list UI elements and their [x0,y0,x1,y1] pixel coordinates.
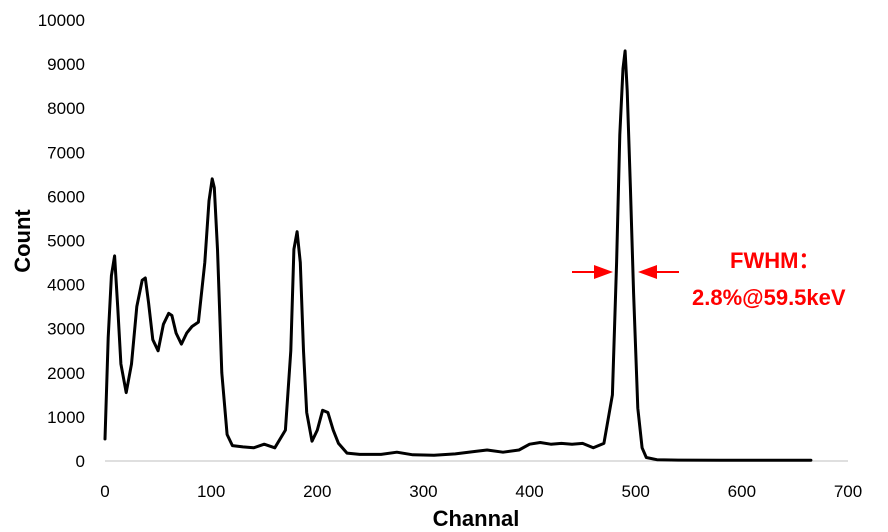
y-axis-title: Count [10,209,35,273]
y-tick-label: 9000 [47,55,85,74]
x-tick-label: 500 [622,482,650,501]
y-tick-label: 0 [76,452,85,471]
y-axis-ticks: 0 1000 2000 3000 4000 5000 6000 7000 8000 9000 100… [38,11,85,471]
y-tick-label: 6000 [47,187,85,206]
fwhm-arrows [572,265,679,279]
y-tick-label: 3000 [47,320,85,339]
y-tick-label: 7000 [47,143,85,162]
fwhm-label: FWHM： [730,248,820,273]
x-axis-title: Channal [433,506,520,531]
x-tick-label: 600 [728,482,756,501]
y-tick-label: 2000 [47,364,85,383]
x-tick-label: 300 [409,482,437,501]
x-tick-label: 100 [197,482,225,501]
fwhm-arrow-left-head [594,265,613,279]
x-tick-label: 200 [303,482,331,501]
y-tick-label: 4000 [47,276,85,295]
y-tick-label: 5000 [47,232,85,251]
y-tick-label: 1000 [47,408,85,427]
x-tick-label: 400 [515,482,543,501]
fwhm-value: 2.8%@59.5keV [692,285,846,310]
x-tick-label: 0 [100,482,109,501]
series-line [103,49,813,462]
y-tick-label: 10000 [38,11,85,30]
x-axis-ticks: 0 100 200 300 400 500 600 700 [100,482,862,501]
fwhm-arrow-right-head [638,265,657,279]
x-tick-label: 700 [834,482,862,501]
y-tick-label: 8000 [47,99,85,118]
